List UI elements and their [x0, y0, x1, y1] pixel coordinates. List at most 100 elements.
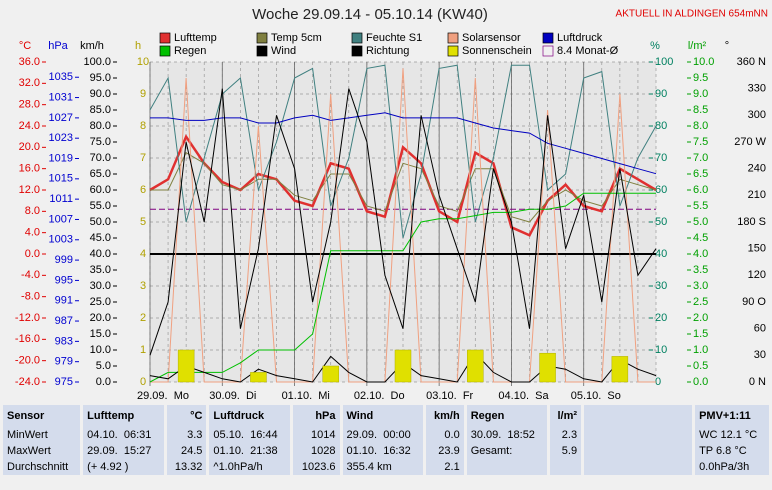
table-cell: 29.09. 00:00 [342, 427, 424, 443]
y-tick-label: 9.5 [693, 72, 708, 84]
table-cell: ^1.0hPa/h [209, 459, 291, 475]
table-cell: 2.1 [426, 459, 464, 475]
y-tick-label: 12.0 [19, 184, 40, 196]
x-tick-label: 03.10. Fr [426, 390, 473, 402]
y-tick-label: 40 [655, 248, 667, 260]
y-tick-label: 360 N [737, 56, 766, 68]
y-tick-label: 5.0 [693, 216, 708, 228]
y-tick-label: 1.0 [693, 344, 708, 356]
table-cell: Durchschnitt [3, 459, 81, 475]
y-tick-label: 0.0 [25, 248, 40, 260]
table-cell: MaxWert [3, 443, 81, 459]
legend-label: Sonnenschein [462, 45, 532, 57]
table-cell: MinWert [3, 427, 81, 443]
series-line [150, 112, 657, 175]
y-tick-label: 1027 [49, 112, 73, 124]
table-cell: Sensor [3, 405, 81, 427]
y-tick-label: 4.0 [25, 227, 40, 239]
y-tick-label: 240 [748, 163, 766, 175]
y-tick-label: 6.5 [693, 168, 708, 180]
y-tick-label: 4.0 [693, 248, 708, 260]
stats-table: Sensor Lufttemp °C Luftdruck hPa Wind km/h Rege… [0, 405, 772, 475]
series-line [149, 192, 656, 383]
y-tick-label: 50 [655, 216, 667, 228]
table-cell: 29.09. 15:27 [83, 443, 164, 459]
spacer [584, 405, 693, 427]
table-cell: 05.10. 16:44 [209, 427, 291, 443]
y-tick-label: 10 [137, 56, 149, 68]
table-cell: 3.3 [166, 427, 207, 443]
y-tick-label: 40.0 [90, 248, 111, 260]
y-tick-label: 270 W [734, 136, 766, 148]
y-tick-label: 330 [748, 83, 766, 95]
table-cell: 5.9 [550, 443, 582, 459]
y-tick-label: 60 [655, 184, 667, 196]
y-tick-label: 90 O [742, 296, 766, 308]
y-tick-label: -20.0 [15, 355, 40, 367]
y-tick-label: 60 [754, 323, 766, 335]
y-tick-label: 30 [655, 280, 667, 292]
legend-swatch [542, 32, 554, 44]
bar [322, 365, 339, 383]
legend-swatch [159, 45, 171, 57]
table-cell: Lufttemp [83, 405, 164, 427]
legend-swatch [351, 32, 363, 44]
axis-title: km/h [80, 40, 104, 52]
y-tick-label: 36.0 [19, 56, 40, 68]
y-tick-label: 2.0 [693, 312, 708, 324]
spacer [584, 443, 693, 459]
y-tick-label: 300 [748, 109, 766, 121]
table-cell: Wind [342, 405, 424, 427]
y-tick-label: 25.0 [90, 296, 111, 308]
table-cell: TP 6.8 °C [695, 443, 769, 459]
y-tick-label: 987 [55, 315, 73, 327]
table-cell: Luftdruck [209, 405, 291, 427]
y-tick-label: 90.0 [90, 88, 111, 100]
x-tick-label: 02.10. Do [354, 390, 405, 402]
axis-title: l/m² [688, 40, 707, 52]
axis-title: hPa [48, 40, 68, 52]
y-tick-label: 10 [655, 344, 667, 356]
legend-label: Richtung [366, 45, 409, 57]
y-tick-label: 1003 [49, 234, 73, 246]
y-tick-label: 8.5 [693, 104, 708, 116]
y-tick-label: 991 [55, 295, 73, 307]
y-tick-label: 0.5 [693, 360, 708, 372]
table-cell [466, 459, 548, 475]
y-tick-label: 100 [655, 56, 673, 68]
bar [611, 356, 629, 383]
y-tick-label: 55.0 [90, 200, 111, 212]
y-tick-label: 1 [140, 344, 146, 356]
table-row: MinWert 04.10. 06:31 3.3 05.10. 16:44 1014 29… [3, 427, 769, 443]
axis-title: % [650, 40, 660, 52]
table-cell: l/m² [550, 405, 582, 427]
table-row: Sensor Lufttemp °C Luftdruck hPa Wind km/h Rege… [3, 405, 769, 427]
y-tick-label: 3.5 [693, 264, 708, 276]
y-tick-label: 80 [655, 120, 667, 132]
table-cell: 04.10. 06:31 [83, 427, 164, 443]
y-tick-label: 1023 [49, 132, 73, 144]
legend-swatch [447, 32, 459, 44]
y-tick-label: 4.5 [693, 232, 708, 244]
y-tick-label: 5.5 [693, 200, 708, 212]
y-tick-label: 6.0 [693, 184, 708, 196]
y-tick-label: 1007 [49, 213, 73, 225]
legend-swatch [256, 45, 268, 57]
y-tick-label: 975 [55, 376, 73, 388]
y-tick-label: 1015 [49, 173, 73, 185]
table-cell: 01.10. 21:38 [209, 443, 291, 459]
y-tick-label: 1019 [49, 152, 73, 164]
y-tick-label: 999 [55, 254, 73, 266]
y-tick-label: 983 [55, 335, 73, 347]
y-tick-label: 20.0 [19, 141, 40, 153]
y-tick-label: 90 [655, 88, 667, 100]
table-cell [550, 459, 582, 475]
y-tick-label: 70.0 [90, 152, 111, 164]
x-tick-label: 01.10. Mi [282, 390, 330, 402]
y-tick-label: 28.0 [19, 99, 40, 111]
y-tick-label: 9 [140, 88, 146, 100]
table-cell: °C [166, 405, 207, 427]
y-tick-label: 0.0 [96, 376, 111, 388]
y-tick-label: 180 S [737, 216, 766, 228]
